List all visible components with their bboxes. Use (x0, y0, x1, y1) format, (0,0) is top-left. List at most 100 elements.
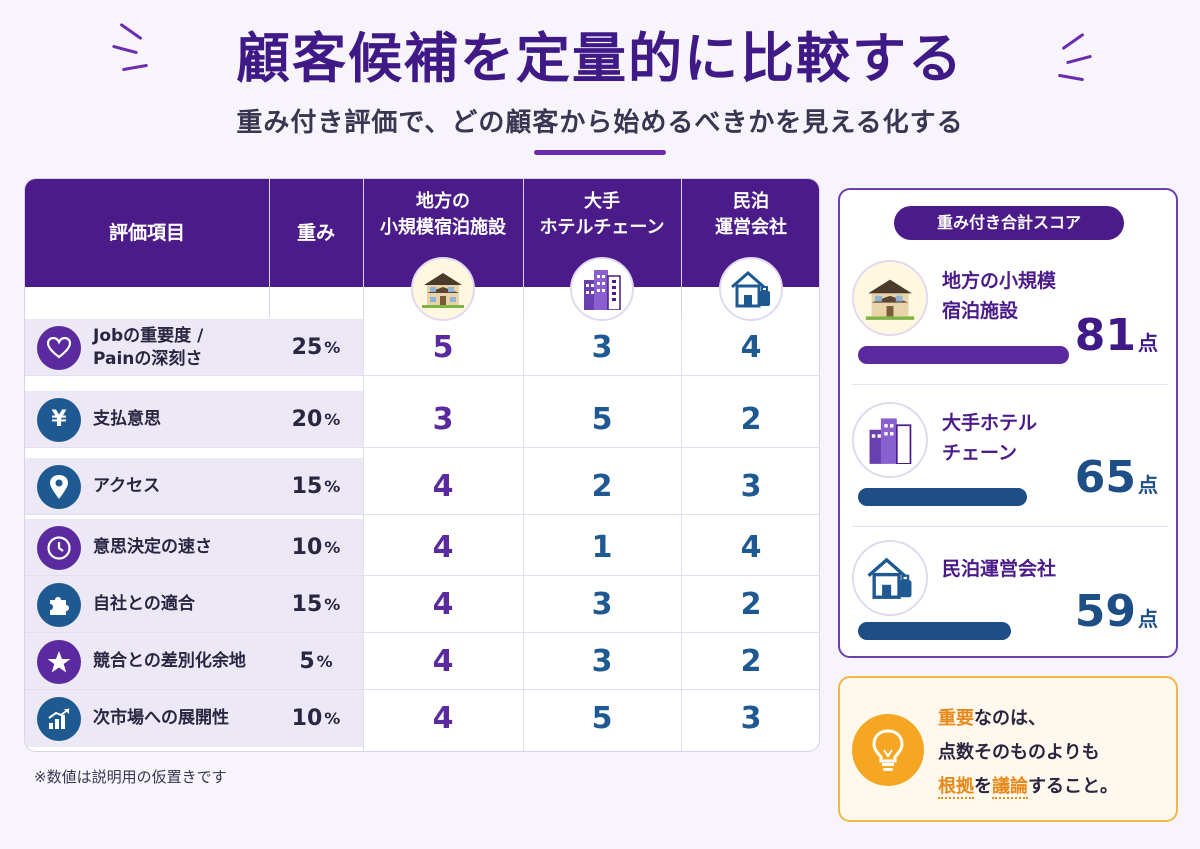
score-name-line1: 地方の小規模 (942, 270, 1057, 292)
header-weight: 重み (296, 222, 335, 244)
header-candidate-3-line1: 民泊 (733, 191, 769, 212)
header-candidate-1-line2: 小規模宿泊施設 (380, 217, 506, 238)
row-item-cell: 次市場への展開性 (25, 690, 269, 747)
row-weight: 10% (269, 690, 363, 747)
candidate-3-icon-wrap (719, 253, 783, 321)
page-title: 顧客候補を定量的に比較する (236, 27, 964, 90)
row-label: 自社との適合 (93, 594, 195, 614)
tip-text: すること。 (1028, 776, 1118, 797)
score-name-line2: チェーン (942, 442, 1018, 464)
header-item: 評価項目 (108, 222, 185, 244)
house-icon (411, 257, 475, 321)
puzzle-icon (37, 582, 81, 627)
house-icon (852, 260, 928, 336)
row-divider (25, 632, 819, 633)
score-candidate-3: 3 (740, 469, 762, 504)
key-point-callout: 重要なのは、 点数そのものよりも 根拠を議論すること。 (838, 676, 1178, 822)
score-candidate-2: 5 (591, 701, 613, 736)
score-bar (858, 346, 1069, 364)
column-separator (269, 179, 270, 317)
tip-highlight: 重要 (938, 708, 974, 729)
row-weight: 25% (269, 319, 363, 376)
column-separator (523, 317, 524, 751)
star-icon (37, 639, 81, 684)
score-candidate-2: 2 (591, 469, 613, 504)
column-separator (681, 179, 682, 317)
score-candidate-3: 2 (740, 644, 762, 679)
weighted-score-panel: 重み付き合計スコア 地方の小規模 宿泊施設 81 点 (838, 188, 1178, 658)
score-candidate-3: 2 (740, 587, 762, 622)
title-divider (534, 150, 666, 155)
header-candidate-3: 民泊 運営会社 (681, 179, 819, 287)
row-label: 支払意思 (93, 409, 161, 429)
weight-value: 15 (291, 474, 323, 499)
table-row: 競合との差別化余地 5% 4 3 2 (25, 633, 819, 690)
row-item-cell: ¥ 支払意思 (25, 391, 269, 448)
score-name-line1: 大手ホテル (942, 412, 1038, 434)
table-row: 意思決定の速さ 10% 4 1 4 (25, 519, 819, 576)
score-unit: 点 (1138, 331, 1158, 355)
score-number: 65 (1074, 452, 1136, 503)
header-candidate-2-line2: ホテルチェーン (539, 217, 665, 238)
row-item-cell: 自社との適合 (25, 576, 269, 633)
weight-unit: % (324, 595, 341, 614)
candidate-2-icon-wrap (570, 253, 634, 321)
weight-value: 10 (291, 706, 323, 731)
row-item-cell: 意思決定の速さ (25, 519, 269, 576)
tip-line2: 点数そのものよりも (938, 742, 1100, 763)
row-weight: 5% (269, 633, 363, 690)
tip-text: を (974, 776, 992, 797)
footnote: ※数値は説明用の仮置きです (34, 768, 227, 786)
score-bar (858, 488, 1027, 506)
weight-value: 5 (299, 649, 315, 674)
row-label: 意思決定の速さ (93, 537, 212, 557)
comparison-table: 評価項目 重み 地方の 小規模宿泊施設 大手 ホテルチェーン 民泊 運営会社 (24, 178, 820, 752)
score-value: 65 点 (1075, 452, 1158, 503)
home-suitcase-icon (719, 257, 783, 321)
row-label: Jobの重要度 / (93, 325, 204, 346)
header-candidate-1: 地方の 小規模宿泊施設 (363, 179, 523, 287)
hotel-building-icon (570, 257, 634, 321)
home-suitcase-icon (852, 540, 928, 616)
row-divider (25, 514, 819, 515)
score-candidate-1: 5 (432, 330, 454, 365)
score-bar (858, 622, 1011, 640)
row-weight: 10% (269, 519, 363, 576)
candidate-1-icon-wrap (411, 253, 475, 321)
score-number: 81 (1074, 310, 1136, 361)
score-candidate-1: 3 (432, 402, 454, 437)
score-candidate-2: 3 (591, 587, 613, 622)
row-label: アクセス (93, 476, 161, 496)
header-candidate-1-line1: 地方の (416, 191, 470, 212)
header-candidate-3-line2: 運営会社 (715, 217, 787, 238)
weight-value: 15 (291, 592, 323, 617)
table-row: アクセス 15% 4 2 3 (25, 458, 819, 515)
score-name-line1: 民泊運営会社 (942, 558, 1057, 580)
lightbulb-icon (852, 714, 924, 786)
score-panel-title: 重み付き合計スコア (894, 206, 1124, 240)
row-divider (25, 447, 819, 448)
score-value: 81 点 (1075, 310, 1158, 361)
weight-unit: % (324, 538, 341, 557)
score-unit: 点 (1138, 607, 1158, 631)
score-divider (852, 384, 1168, 385)
weight-unit: % (324, 410, 341, 429)
row-weight: 15% (269, 576, 363, 633)
score-entry: 大手ホテル チェーン 65 点 (852, 402, 1168, 532)
score-candidate-1: 4 (432, 644, 454, 679)
score-candidate-1: 4 (432, 530, 454, 565)
tip-line1: 重要なのは、 (938, 702, 1118, 736)
score-candidate-2: 1 (591, 530, 613, 565)
weight-value: 20 (291, 407, 323, 432)
column-separator (363, 179, 364, 317)
row-label-line2: Painの深刻さ (93, 348, 203, 369)
score-divider (852, 526, 1168, 527)
row-label: 次市場への展開性 (93, 708, 229, 728)
location-pin-icon (37, 464, 81, 509)
row-label: 競合との差別化余地 (93, 651, 246, 671)
score-candidate-3: 2 (740, 402, 762, 437)
column-separator (363, 317, 364, 751)
row-item-cell: 競合との差別化余地 (25, 633, 269, 690)
header-candidate-2-line1: 大手 (583, 191, 620, 212)
